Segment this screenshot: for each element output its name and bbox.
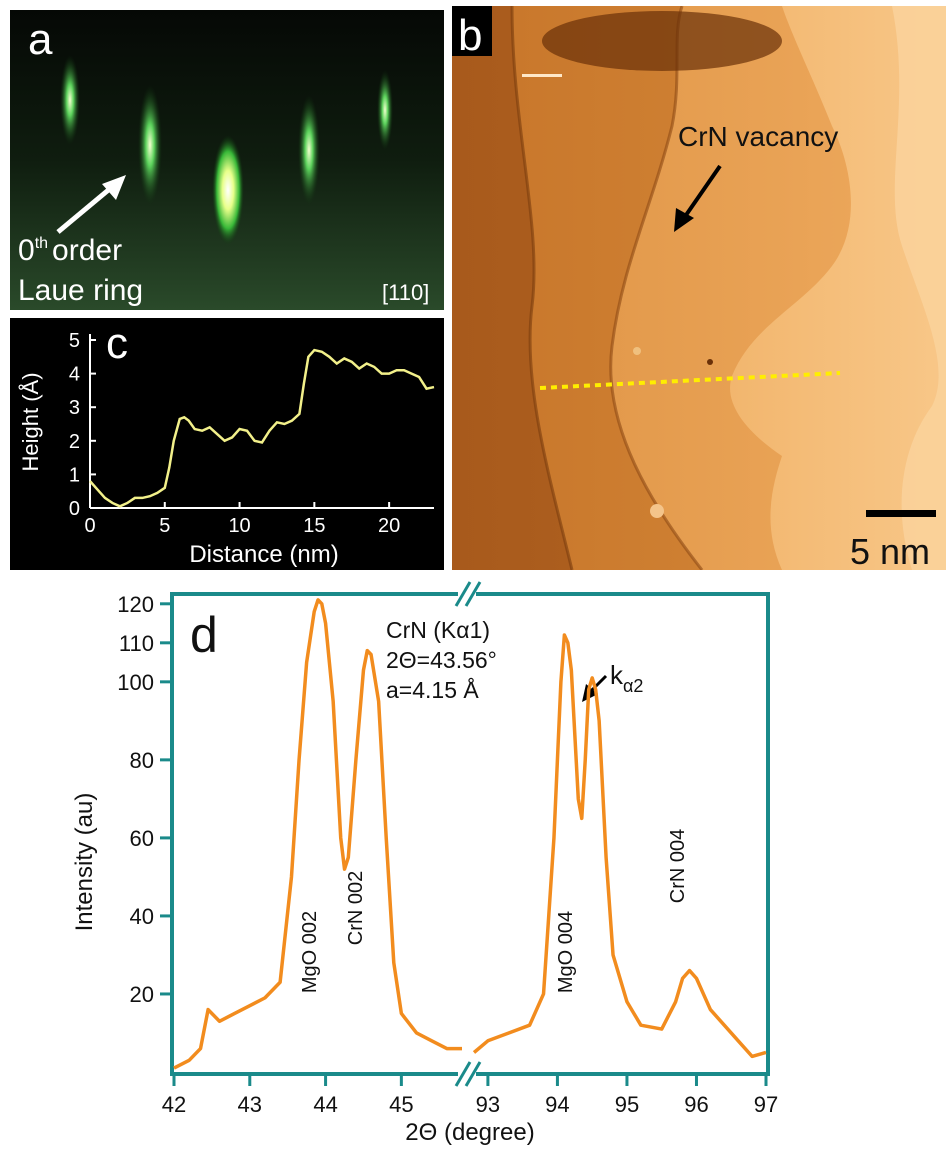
panel-label-c: c (106, 319, 128, 368)
peak-label-mgo-004: MgO 004 (555, 911, 577, 993)
laue-ring-label: Laue ring (18, 274, 143, 307)
y-tick-label: 4 (69, 364, 80, 386)
rheed-streak (298, 95, 320, 205)
x-tick-label: 10 (228, 515, 250, 537)
rheed-specular-spot (212, 135, 244, 245)
svg-text:kα2: kα2 (610, 660, 643, 696)
axis-break-icon (464, 581, 482, 607)
laue-order: order (52, 234, 122, 267)
x-axis-label: 2Θ (degree) (405, 1119, 534, 1146)
x-tick-label: 44 (313, 1092, 337, 1117)
terrace-5 (892, 6, 946, 570)
y-axis-label: Intensity (au) (71, 793, 98, 932)
panel-b-stm-image: b CrN vacancy 5 nm (452, 6, 946, 570)
x-tick-label: 95 (615, 1092, 639, 1117)
x-tick-label: 97 (754, 1092, 778, 1117)
arrowhead-icon (674, 208, 694, 232)
height-profile-series (89, 348, 435, 508)
arrow-icon (682, 164, 722, 220)
terrace-4 (730, 6, 946, 570)
y-tick-label: 80 (130, 748, 154, 773)
y-tick-label: 3 (69, 397, 80, 419)
panel-c-height-profile: c Height (Å) Distance (nm) 0 5 10 15 20 0 1 2 3 4… (10, 318, 444, 570)
y-axis-label: Height (Å) (18, 372, 43, 471)
rheed-streak (60, 55, 80, 145)
xrd-series-segment (173, 598, 462, 1070)
crn-vacancy-label: CrN vacancy (678, 121, 838, 152)
x-tick-label: 0 (84, 515, 95, 537)
y-tick-label: 40 (130, 904, 154, 929)
crn-annotation-line-2: 2Θ=43.56° (386, 647, 497, 673)
panel-label-b: b (458, 11, 482, 60)
panel-a-rheed-pattern: a 0th order Laue ring [110] (10, 10, 444, 310)
scale-bar (866, 510, 936, 517)
axis-break-icon (464, 1061, 482, 1087)
y-tick-label: 0 (69, 498, 80, 520)
y-tick-label: 1 (69, 464, 80, 486)
crn-annotation-line-3: a=4.15 Å (386, 676, 479, 703)
x-tick-label: 20 (378, 515, 400, 537)
peak-label-crn-002: CrN 002 (345, 871, 367, 945)
scale-bar-label: 5 nm (850, 531, 930, 570)
y-tick-label: 60 (130, 826, 154, 851)
x-axis-label: Distance (nm) (189, 541, 338, 568)
rheed-streak (138, 85, 162, 205)
kalpha2-label: k (610, 660, 624, 690)
arrow-icon (588, 674, 608, 694)
stm-topography: b CrN vacancy 5 nm (452, 6, 946, 570)
laue-superscript: th (35, 235, 48, 252)
x-tick-label: 43 (238, 1092, 262, 1117)
axis-break-icon (454, 581, 472, 607)
peak-label-mgo-002: MgO 002 (299, 911, 321, 993)
x-tick-label: 15 (303, 515, 325, 537)
x-tick-label: 93 (476, 1092, 500, 1117)
laue-zero: 0 (18, 234, 35, 267)
rheed-streak (377, 70, 393, 150)
y-tick-label: 20 (130, 982, 154, 1007)
y-tick-label: 120 (117, 592, 154, 617)
x-tick-label: 94 (545, 1092, 569, 1117)
x-tick-label: 96 (684, 1092, 708, 1117)
panel-label-a: a (28, 15, 53, 64)
height-profile-chart: c Height (Å) Distance (nm) 0 5 10 15 20 0 1 2 3 4… (18, 319, 435, 568)
panel-d-xrd: d CrN (Kα1) 2Θ=43.56° a=4.15 Å kα2 MgO 0… (0, 572, 946, 1151)
x-tick-label: 5 (159, 515, 170, 537)
zone-axis-label: [110] (382, 280, 429, 305)
axis-break-icon (454, 1061, 472, 1087)
kalpha2-subscript: α2 (623, 676, 643, 696)
peak-label-crn-004: CrN 004 (667, 829, 689, 903)
y-tick-label: 2 (69, 431, 80, 453)
x-tick-label: 42 (162, 1092, 186, 1117)
x-tick-label: 45 (389, 1092, 413, 1117)
panel-label-d: d (190, 607, 218, 663)
y-tick-label: 110 (119, 631, 154, 656)
arrowhead-icon (102, 175, 126, 200)
crn-annotation-line-1: CrN (Kα1) (386, 617, 490, 643)
xrd-series-segment (472, 633, 767, 1059)
y-tick-label: 100 (117, 670, 154, 695)
rheed-image: a 0th order Laue ring [110] (10, 10, 444, 310)
xrd-chart: d CrN (Kα1) 2Θ=43.56° a=4.15 Å kα2 MgO 0… (71, 581, 778, 1146)
y-tick-label: 5 (69, 330, 80, 352)
